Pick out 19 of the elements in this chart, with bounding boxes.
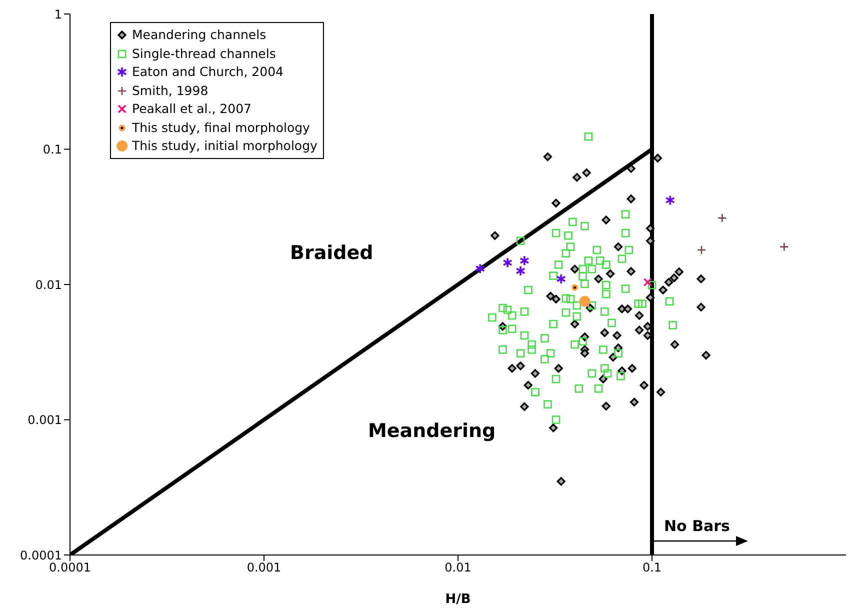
legend-label: Smith, 1998 bbox=[132, 82, 208, 100]
legend-label: This study, final morphology bbox=[132, 118, 310, 137]
x-tick-label: 0.001 bbox=[246, 560, 282, 575]
annotation: Braided bbox=[290, 242, 374, 264]
legend-label: Peakall et al., 2007 bbox=[132, 100, 252, 118]
x-tick-label: 0.1 bbox=[642, 560, 662, 575]
annotation: Meandering bbox=[368, 420, 496, 442]
x-tick-label: 0.01 bbox=[444, 560, 472, 575]
y-tick-label: 0.01 bbox=[35, 278, 62, 292]
y-tick-label: 0.001 bbox=[28, 413, 62, 428]
legend-label: This study, initial morphology bbox=[132, 137, 318, 155]
y-tick-label: 1 bbox=[54, 7, 62, 22]
y-tick-label: 0.0001 bbox=[20, 548, 62, 562]
x-axis-title: H/B bbox=[445, 592, 471, 607]
annotation: No Bars bbox=[664, 517, 730, 535]
legend-label: Meandering channels bbox=[132, 26, 266, 44]
legend-label: Single-thread channels bbox=[132, 44, 276, 63]
y-tick-label: 0.1 bbox=[42, 142, 62, 157]
legend-label: Eaton and Church, 2004 bbox=[132, 63, 284, 81]
